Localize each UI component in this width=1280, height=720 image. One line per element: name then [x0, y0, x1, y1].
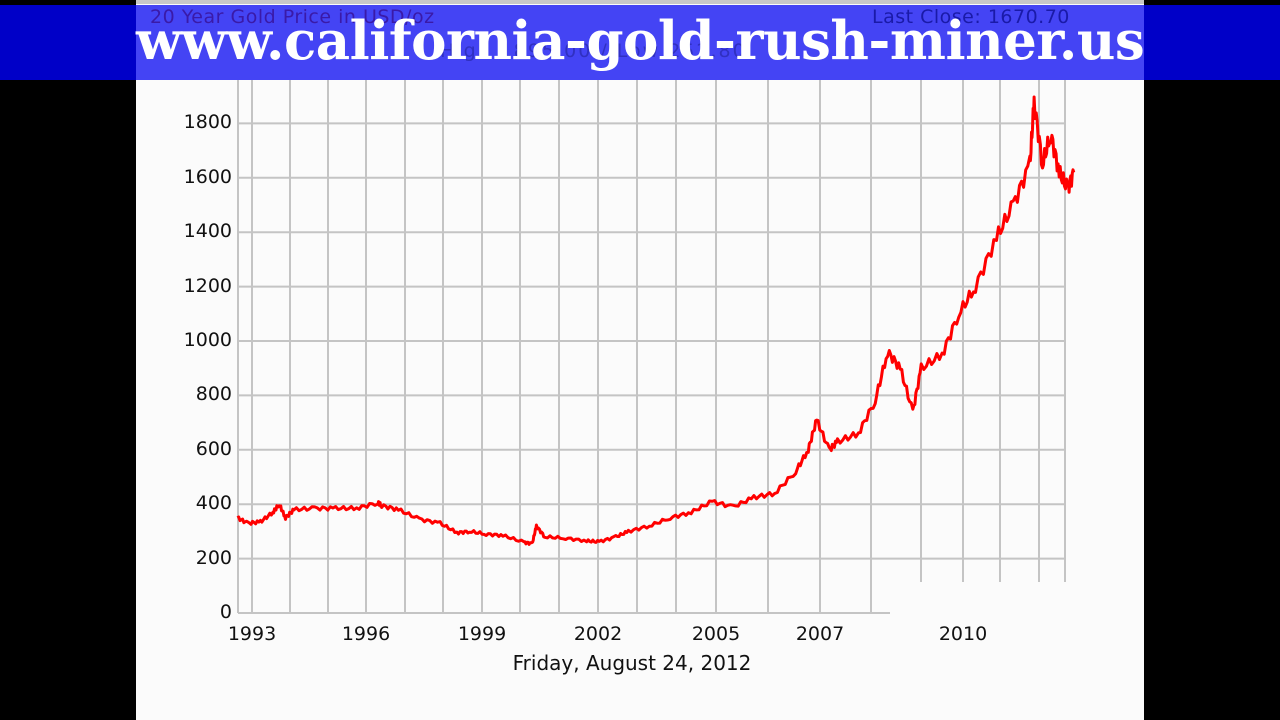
x-axis-date-label: Friday, August 24, 2012 — [512, 651, 752, 675]
y-tick-label: 1400 — [183, 220, 232, 243]
x-tick-label: 1993 — [227, 623, 277, 645]
y-tick-label: 200 — [195, 546, 232, 569]
last-close-label: Last Close: 1670.70 — [872, 6, 1070, 28]
y-tick-label: 1200 — [183, 274, 232, 297]
chart-grid — [237, 68, 1066, 614]
y-tick-label: 1600 — [183, 165, 232, 188]
x-tick-label: 2005 — [691, 623, 741, 645]
y-tick-label: 1000 — [183, 329, 232, 351]
y-tick-label: 1800 — [183, 111, 232, 134]
high-low-label: High 1895.00 / Low 252.80 — [440, 40, 747, 62]
x-tick-label: 1996 — [341, 623, 391, 645]
y-tick-label: 600 — [195, 437, 232, 460]
chart-frame — [136, 0, 1144, 720]
x-tick-label: 2007 — [795, 623, 845, 645]
banner-inner-background — [136, 5, 1144, 80]
y-tick-label: 800 — [195, 383, 232, 406]
x-tick-label: 2002 — [573, 623, 623, 645]
x-tick-label: 2010 — [938, 623, 988, 645]
y-tick-label: 400 — [195, 492, 232, 515]
frame-top-border — [136, 0, 1144, 4]
gold-price-line — [236, 95, 1076, 546]
y-tick-label: 0 — [219, 601, 232, 623]
chart-title: 20 Year Gold Price in USD/oz — [150, 6, 435, 28]
x-tick-label: 1999 — [457, 623, 507, 645]
website-url-banner: www.california-gold-rush-miner.us — [136, 10, 1145, 72]
